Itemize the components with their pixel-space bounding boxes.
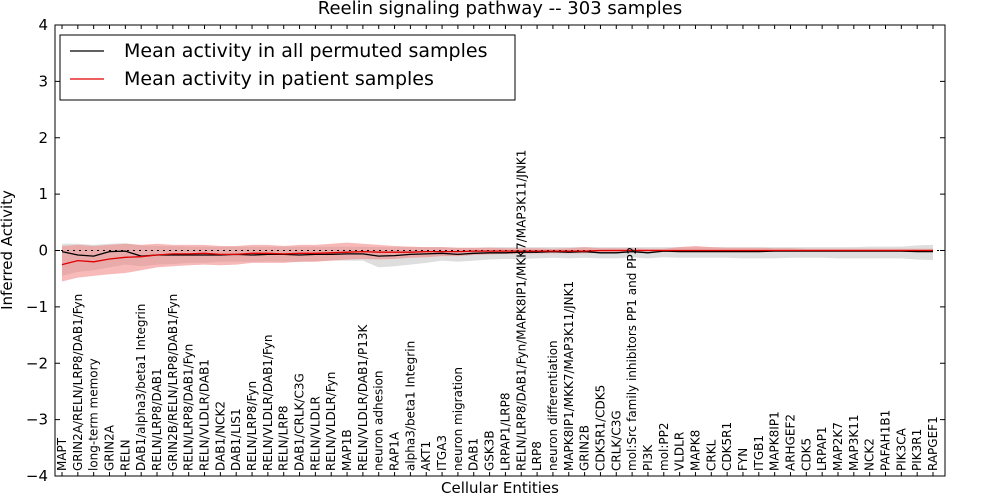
y-axis-ticks: −4 −3 −2 −1 0 1 2 3 4 [26,16,945,485]
legend-label-permuted: Mean activity in all permuted samples [124,40,487,62]
y-tick-label: 0 [38,242,48,260]
x-axis-label: Cellular Entities [441,479,559,497]
entity-label: neuron adhesion [372,370,386,471]
entity-label: neuron differentiation [546,340,560,471]
entity-label: CRKL [704,439,718,471]
entity-label: AKT1 [419,441,433,471]
entity-label: RELN [118,439,132,471]
entity-label: RELN/LRP8 [277,405,291,471]
entity-label: RELN/VLDLR [308,396,322,471]
entity-label: CRLK/C3G [609,410,623,471]
entity-label: MAPT [55,437,69,471]
entity-label: DAB1/NCK2 [213,401,227,471]
entity-label: RAPGEF1 [926,416,940,471]
entity-label: GRIN2A [103,424,117,471]
entity-label: NCK2 [863,438,877,471]
plot-area [55,242,945,282]
confidence-bands [62,242,933,282]
entity-label: CDK5R1/CDK5 [593,385,607,471]
entity-labels: MAPT GRIN2A/RELN/LRP8/DAB1/Fyn long-term m… [55,150,940,471]
entity-label: RELN/LRP8/DAB1/Fyn [182,344,196,471]
legend-label-patient: Mean activity in patient samples [124,68,434,90]
entity-label: MAPK8 [689,430,703,471]
entity-label: alpha3/beta1 Integrin [403,341,417,471]
entity-label: ARHGEF2 [784,414,798,471]
patient-range-band [62,242,933,282]
entity-label: mol:PP2 [657,422,671,471]
entity-label: CDK5R1 [720,422,734,471]
entity-label: ITGB1 [752,435,766,471]
y-tick-label: −3 [26,411,48,429]
entity-label: ITGA3 [435,435,449,471]
entity-label: MAP2K7 [831,422,845,471]
entity-label: RELN/VLDLR/Fyn [324,372,338,471]
entity-label: PAFAH1B1 [879,410,893,471]
y-tick-label: 4 [38,16,48,34]
entity-label: PIK3CA [894,427,908,471]
entity-label: GRIN2B [578,425,592,471]
entity-label: FYN [736,448,750,471]
entity-label: DAB1/CRLK/C3G [293,373,307,471]
entity-label: CDK5 [799,438,813,471]
y-tick-label: −2 [26,354,48,372]
entity-label: RELN/VLDLR/DAB1 [198,359,212,471]
series-lines [61,249,933,266]
entity-label: mol:Src family inhibitors PP1 and PP2 [625,247,639,471]
entity-label: LRPAP1/LRP8 [498,392,512,471]
entity-label: neuron migration [451,367,465,471]
y-tick-label: 2 [38,129,48,147]
entity-label: LRPAP1 [815,426,829,471]
entity-label: MAPK8IP1 [768,411,782,471]
x-axis-ticks [61,25,934,476]
y-tick-label: 3 [38,72,48,90]
entity-label: RELN/LRP8/DAB1 [150,368,164,471]
entity-label: GRIN2B/RELN/LRP8/DAB1/Fyn [166,294,180,471]
y-tick-label: 1 [38,185,48,203]
legend: Mean activity in all permuted samples Me… [59,34,516,101]
entity-label: GSK3B [483,430,497,471]
entity-label: RELN/VLDLR/DAB1/P13K [356,324,370,471]
entity-label: LRP8 [530,441,544,471]
entity-label: GRIN2A/RELN/LRP8/DAB1/Fyn [71,294,85,471]
entity-label: PI3K [641,444,655,471]
entity-label: RELN/LRP8/DAB1/Fyn/MAPK8IP1/MKK7/MAP3K11… [514,150,528,471]
y-tick-label: −4 [26,467,48,485]
entity-label: MAP1B [340,429,354,471]
entity-label: DAB1/alpha3/beta1 Integrin [134,304,148,471]
y-tick-label: −1 [26,298,48,316]
entity-label: PIK3R1 [910,429,924,471]
entity-label: MAPK8IP1/MKK7/MAP3K11/JNK1 [562,281,576,471]
entity-label: RAP1A [388,431,402,471]
patient-mean-line [61,249,933,266]
entity-label: DAB1 [467,438,481,471]
entity-label: VLDLR [673,432,687,471]
entity-label: DAB1/LIS1 [229,408,243,471]
entity-label: long-term memory [87,358,101,471]
chart-title: Reelin signaling pathway -- 303 samples [318,0,682,19]
y-axis-label: Inferred Activity [0,190,16,310]
entity-label: MAP3K11 [847,414,861,471]
legend-box [59,34,516,101]
entity-label: RELN/LRP8/Fyn [245,381,259,471]
entity-label: RELN/VLDLR/DAB1/Fyn [261,335,275,471]
